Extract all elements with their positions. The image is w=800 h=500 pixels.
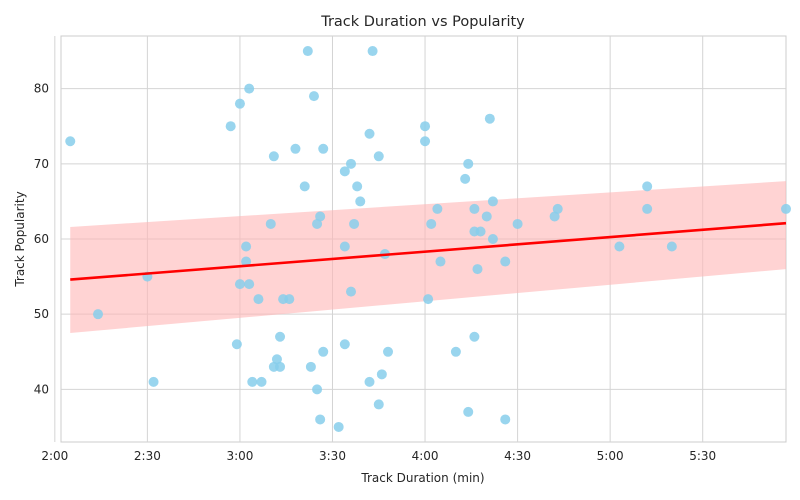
data-point: [435, 256, 446, 267]
data-point: [346, 286, 356, 297]
data-point: [373, 399, 384, 410]
data-point: [472, 264, 483, 275]
data-point: [271, 354, 282, 365]
x-axis-label: Track Duration (min): [360, 471, 484, 485]
data-point: [234, 98, 245, 109]
y-tick-label: 60: [34, 232, 49, 246]
data-point: [642, 181, 653, 192]
data-point: [339, 339, 350, 350]
data-point: [487, 196, 498, 207]
data-point: [275, 331, 286, 342]
x-tick-labels: 2:00 2:30 3:00 3:30 4:00 4:30 5:00 5:30: [41, 449, 716, 463]
data-point: [469, 331, 480, 342]
data-point: [284, 294, 295, 305]
data-point: [265, 218, 276, 229]
data-point: [781, 203, 791, 214]
data-point: [241, 256, 252, 267]
data-point: [355, 196, 366, 207]
x-tick-label: 5:00: [597, 449, 624, 463]
y-tick-label: 80: [34, 82, 49, 96]
data-point: [376, 369, 387, 380]
data-point: [312, 384, 323, 395]
data-point: [426, 218, 437, 229]
y-tick-label: 50: [34, 307, 49, 321]
data-point: [450, 346, 461, 357]
data-point: [549, 211, 560, 222]
data-point: [315, 414, 326, 425]
data-point: [290, 143, 301, 154]
data-point: [349, 218, 360, 229]
data-point: [614, 241, 625, 252]
data-point: [364, 376, 375, 387]
data-point: [299, 181, 310, 192]
data-point: [460, 173, 471, 184]
y-tick-label: 70: [34, 157, 49, 171]
data-point: [241, 241, 252, 252]
data-point: [420, 136, 431, 147]
data-point: [302, 46, 313, 57]
data-point: [318, 346, 329, 357]
data-point: [148, 376, 159, 387]
x-tick-label: 3:30: [319, 449, 346, 463]
y-axis-label: Track Popularity: [13, 191, 27, 287]
data-point: [469, 203, 480, 214]
x-tick-label: 5:30: [689, 449, 716, 463]
data-point: [463, 406, 474, 417]
data-point: [231, 339, 242, 350]
x-tick-label: 4:00: [412, 449, 439, 463]
data-point: [475, 226, 486, 237]
data-point: [275, 361, 286, 372]
y-tick-label: 40: [34, 382, 49, 396]
data-point: [642, 203, 653, 214]
data-point: [364, 128, 375, 139]
data-point: [339, 166, 350, 177]
data-point: [500, 414, 511, 425]
regression-line-path: [70, 221, 787, 281]
data-point: [234, 279, 245, 290]
data-point: [315, 211, 326, 222]
confidence-band-area: [70, 181, 787, 333]
data-point: [253, 294, 264, 305]
data-point: [256, 376, 267, 387]
data-point: [373, 151, 384, 162]
data-point: [312, 218, 323, 229]
data-point: [346, 158, 356, 169]
data-point: [383, 346, 394, 357]
data-point: [423, 294, 434, 305]
confidence-band: [70, 181, 787, 333]
data-point: [225, 121, 236, 132]
data-point: [333, 421, 344, 432]
data-point: [318, 143, 329, 154]
data-point: [247, 376, 258, 387]
chart-title: Track Duration vs Popularity: [320, 14, 525, 30]
data-point: [463, 158, 474, 169]
data-point: [268, 151, 279, 162]
data-point: [339, 241, 350, 252]
regression-line: [70, 221, 787, 281]
data-point: [481, 211, 492, 222]
data-point: [367, 46, 378, 57]
x-tick-label: 2:30: [134, 449, 161, 463]
data-point: [512, 218, 523, 229]
data-point: [65, 136, 76, 147]
data-point: [93, 309, 104, 320]
y-tick-labels: 40 50 60 70 80: [34, 82, 49, 397]
data-point: [420, 121, 431, 132]
data-point: [484, 113, 495, 124]
data-point: [244, 83, 255, 94]
data-point: [244, 279, 255, 290]
x-tick-label: 3:00: [226, 449, 253, 463]
data-point: [432, 203, 443, 214]
data-point: [487, 234, 498, 244]
data-point: [552, 203, 563, 214]
x-tick-label: 4:30: [504, 449, 531, 463]
x-tick-label: 2:00: [41, 449, 68, 463]
data-point: [308, 91, 319, 102]
data-point: [305, 361, 316, 372]
data-point: [666, 241, 677, 252]
data-point: [352, 181, 363, 192]
data-point: [500, 256, 511, 267]
